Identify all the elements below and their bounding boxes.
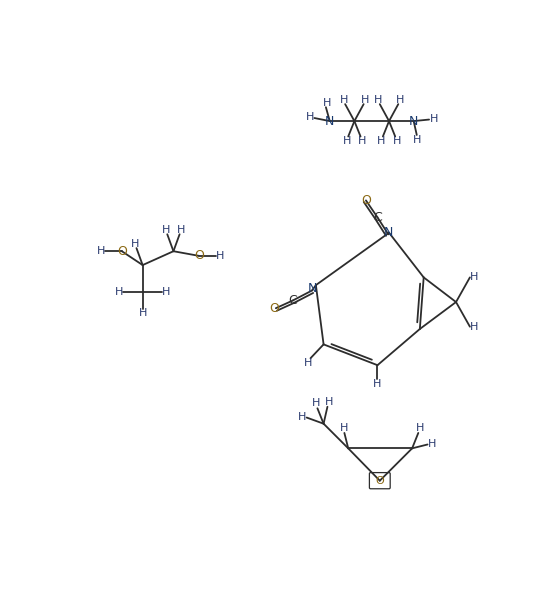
Text: H: H <box>361 95 370 105</box>
Text: H: H <box>304 358 312 368</box>
Text: N: N <box>384 226 393 239</box>
Text: H: H <box>131 239 139 249</box>
Text: C: C <box>373 211 382 224</box>
Text: H: H <box>340 423 348 433</box>
Text: O: O <box>361 194 371 207</box>
Text: N: N <box>307 282 317 295</box>
Text: O: O <box>117 244 127 258</box>
Text: H: H <box>312 398 320 408</box>
Text: H: H <box>374 95 383 105</box>
Text: H: H <box>413 134 422 144</box>
Text: H: H <box>373 379 382 389</box>
Text: H: H <box>340 95 348 105</box>
Text: O: O <box>376 476 384 485</box>
Text: H: H <box>161 224 170 234</box>
Text: H: H <box>428 439 437 449</box>
Text: H: H <box>358 136 366 146</box>
Text: H: H <box>138 308 147 318</box>
Text: H: H <box>342 136 351 146</box>
Text: H: H <box>306 112 314 122</box>
Text: H: H <box>470 272 479 282</box>
Text: H: H <box>325 397 333 407</box>
Text: H: H <box>396 95 404 105</box>
Text: H: H <box>215 251 224 261</box>
Text: N: N <box>325 115 335 128</box>
Text: H: H <box>161 287 170 297</box>
Text: H: H <box>97 246 105 256</box>
Text: H: H <box>116 287 124 297</box>
Text: H: H <box>298 412 306 422</box>
Text: O: O <box>194 249 204 262</box>
Text: H: H <box>416 423 424 433</box>
Text: H: H <box>429 114 438 124</box>
Text: H: H <box>323 98 331 108</box>
Text: O: O <box>269 302 279 315</box>
Text: C: C <box>288 294 297 307</box>
Text: N: N <box>409 115 419 128</box>
Text: H: H <box>392 136 401 146</box>
Text: H: H <box>470 321 479 332</box>
Text: H: H <box>377 136 385 146</box>
Text: H: H <box>177 224 185 234</box>
